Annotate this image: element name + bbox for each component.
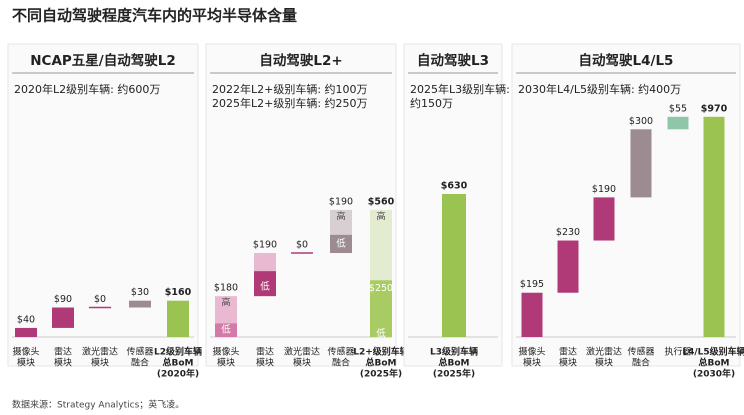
panel-subtitle: 2022年L2+级别车辆: 约100万 [212,82,368,96]
category-label: 模块 [91,357,109,369]
category-label: 摄像头 [518,346,545,358]
panel-subtitle: 2020年L2级别车辆: 约600万 [14,82,160,96]
value-label: $0 [94,294,106,305]
panel-title: 自动驾驶L3 [417,52,489,69]
category-label: 雷达 [54,346,72,358]
value-label: $40 [17,314,35,325]
category-label: L4/L5级别车辆 [682,346,744,358]
low-label: 低 [336,238,346,250]
panel-title: 自动驾驶L2+ [259,52,342,69]
category-label: 摄像头 [12,346,39,358]
panel-subtitle: 2025年L3级别车辆: [410,82,510,96]
category-label: 融合 [332,357,350,369]
low-label: 低 [376,328,386,340]
bar [630,129,652,198]
category-label: 模块 [293,357,311,369]
value-label: $55 [669,103,687,114]
value-label: $180 [214,283,238,294]
category-label: 传感器 [126,346,153,358]
panel-subtitle: 2025年L2+级别车辆: 约250万 [212,96,368,110]
category-label: L2+级别车辆 [353,346,409,358]
value-label: $160 [165,287,192,298]
category-label: 融合 [131,357,149,369]
bar [703,116,725,337]
panel-title: NCAP五星/自动驾驶L2 [30,52,175,69]
footer: 数据来源：Strategy Analytics；英飞凌。 [12,399,184,411]
low-bar [215,323,237,337]
category-label: 模块 [559,357,577,369]
value-label: $560 [368,196,395,207]
category-label: 传感器 [627,346,654,358]
category-label: 模块 [256,357,274,369]
category-label: (2030年) [693,368,735,380]
bar [167,300,189,337]
page-title: 不同自动驾驶程度汽车内的平均半导体含量 [12,7,297,25]
category-label: 激光雷达 [82,346,118,358]
category-label: 总BoM [699,357,730,369]
category-label: 雷达 [256,346,274,358]
value-label: $190 [592,184,616,195]
value-label: $0 [296,240,308,251]
category-label: 模块 [523,357,541,369]
bar [15,327,37,337]
bar [593,197,615,241]
value-label: $300 [629,116,653,127]
category-label: 雷达 [559,346,577,358]
value-label: $230 [556,227,580,238]
value-label: $195 [520,279,544,290]
category-label: (2025年) [433,368,475,380]
panel-bg [7,43,199,367]
category-label: 模块 [217,357,235,369]
low-label: 低 [221,324,231,336]
category-label: 摄像头 [212,346,239,358]
category-label: 模块 [17,357,35,369]
category-label: 激光雷达 [586,346,622,358]
category-label: 模块 [595,357,613,369]
bar [129,300,151,308]
panel-subtitle: 2030年L4/L5级别车辆: 约400万 [518,82,681,96]
value-label: $30 [131,287,149,298]
value-label: $190 [253,240,277,251]
category-label: 总BoM [366,357,397,369]
category-label: (2020年) [157,368,199,380]
panel-bg [511,43,741,367]
low-bar [330,234,352,254]
category-label: 激光雷达 [284,346,320,358]
panel-subtitle: 约150万 [410,97,453,110]
bar [442,193,466,337]
category-label: L3级别车辆 [430,346,478,358]
category-label: 总BoM [439,357,470,369]
category-label: 传感器 [327,346,354,358]
low-value-label: $250 [369,283,393,294]
value-label: $970 [701,103,728,114]
high-label: 高 [221,297,231,309]
high-label: 高 [336,210,346,222]
panel-bg [205,43,397,367]
bar [52,307,74,328]
category-label: (2025年) [360,368,402,380]
value-label: $630 [441,180,468,191]
high-label: 高 [376,210,386,222]
bar [521,292,543,337]
low-bar [370,280,392,337]
panel-title: 自动驾驶L4/L5 [579,52,674,69]
category-label: L2级别车辆 [154,346,202,358]
category-label: 融合 [632,357,650,369]
value-label: $190 [329,196,353,207]
value-label: $90 [54,294,72,305]
bar [667,116,689,130]
category-label: 模块 [54,357,72,369]
low-label: 低 [260,281,270,293]
low-bar [254,271,276,297]
category-label: 执行器 [664,346,691,358]
bar [557,240,579,293]
category-label: 总BoM [163,357,194,369]
